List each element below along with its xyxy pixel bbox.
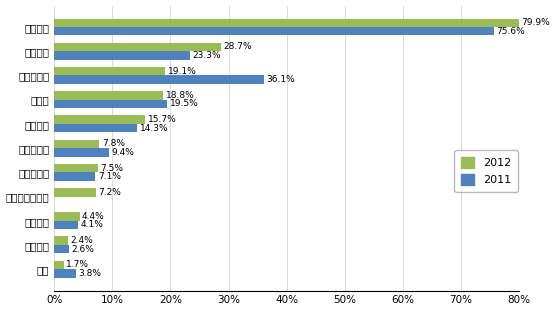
Bar <box>54 140 99 148</box>
Bar <box>54 115 145 124</box>
Text: 7.2%: 7.2% <box>98 188 121 197</box>
Text: 19.5%: 19.5% <box>170 100 199 108</box>
Text: 18.8%: 18.8% <box>166 91 194 100</box>
Bar <box>54 164 98 172</box>
Bar <box>54 172 95 181</box>
Text: 7.8%: 7.8% <box>102 139 125 148</box>
Bar <box>54 236 68 245</box>
Bar <box>54 19 518 27</box>
Text: 23.3%: 23.3% <box>192 51 220 60</box>
Text: 28.7%: 28.7% <box>223 43 252 51</box>
Text: 79.9%: 79.9% <box>521 18 549 27</box>
Bar <box>54 51 190 60</box>
Bar <box>54 91 163 100</box>
Bar <box>54 245 69 253</box>
Bar <box>54 124 137 132</box>
Text: 7.5%: 7.5% <box>100 164 123 173</box>
Bar <box>54 188 96 197</box>
Text: 36.1%: 36.1% <box>266 75 295 84</box>
Bar <box>54 269 76 278</box>
Text: 1.7%: 1.7% <box>67 260 89 269</box>
Bar <box>54 67 165 76</box>
Text: 3.8%: 3.8% <box>79 269 102 278</box>
Text: 7.1%: 7.1% <box>98 172 121 181</box>
Bar <box>54 27 493 35</box>
Legend: 2012, 2011: 2012, 2011 <box>455 150 518 192</box>
Text: 4.4%: 4.4% <box>82 212 105 221</box>
Text: 75.6%: 75.6% <box>496 27 524 36</box>
Text: 2.6%: 2.6% <box>72 245 94 254</box>
Text: 19.1%: 19.1% <box>168 67 196 76</box>
Text: 14.3%: 14.3% <box>140 123 168 132</box>
Bar <box>54 100 168 108</box>
Bar <box>54 76 264 84</box>
Bar <box>54 261 64 269</box>
Text: 2.4%: 2.4% <box>70 236 93 245</box>
Bar <box>54 148 109 156</box>
Bar <box>54 43 221 51</box>
Text: 9.4%: 9.4% <box>111 148 134 157</box>
Bar <box>54 221 78 229</box>
Text: 15.7%: 15.7% <box>148 115 176 124</box>
Bar <box>54 212 80 221</box>
Text: 4.1%: 4.1% <box>80 220 103 230</box>
